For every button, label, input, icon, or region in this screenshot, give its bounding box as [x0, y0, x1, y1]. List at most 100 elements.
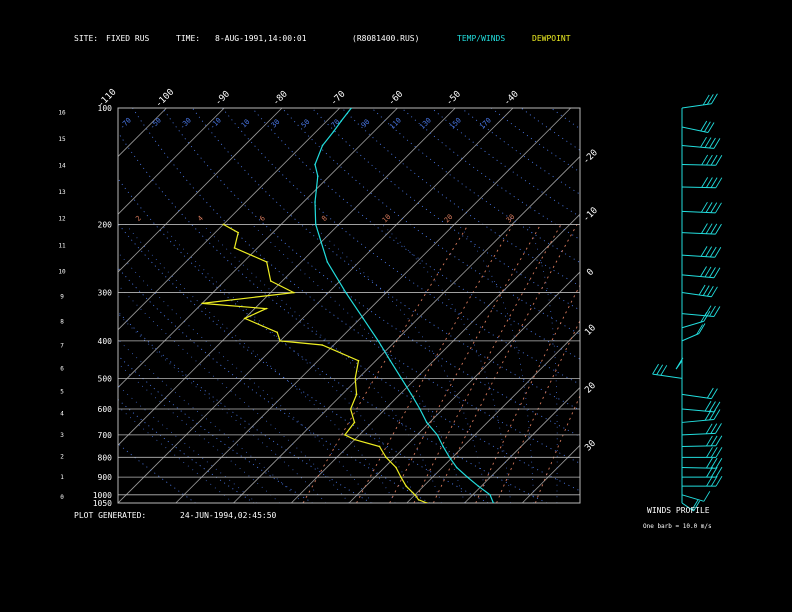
wind-barb: [681, 126, 709, 133]
height-tick-label: 11: [58, 242, 66, 249]
pressure-tick-label: 500: [98, 374, 113, 383]
dry-adiabat-line: [581, 108, 792, 503]
pressure-tick-label: 100: [98, 104, 113, 113]
wind-barb-flag: [704, 400, 712, 412]
dry-adiabat-label: 50: [300, 118, 312, 130]
wind-barb-flag: [660, 365, 668, 376]
dry-adiabat-line: [118, 398, 255, 503]
dry-adiabat-line: [162, 108, 580, 437]
dry-adiabat-label: 130: [418, 116, 433, 131]
dry-adiabat-label: -50: [148, 116, 163, 131]
pressure-tick-label: 1000: [93, 491, 112, 500]
wind-barb-flag: [656, 364, 664, 375]
wind-barb-flag: [713, 306, 721, 317]
wind-barb-flag: [700, 266, 707, 277]
wind-barb-flag: [710, 154, 718, 166]
isotherm-line: [0, 108, 109, 503]
wind-barb-flag: [703, 491, 711, 502]
mixing-ratio-label: 6: [258, 214, 267, 223]
height-tick-label: 15: [58, 136, 66, 143]
dry-adiabat-label: 90: [360, 118, 372, 130]
mixing-ratio-line: [432, 224, 578, 503]
dry-adiabat-line: [118, 223, 489, 503]
dewpoint-point: [265, 307, 268, 310]
wind-barb-flag: [710, 223, 718, 235]
wind-barb-flag: [715, 435, 723, 446]
wind-barb: [681, 254, 715, 258]
wind-barb-flag: [706, 447, 713, 458]
dewpoint-point: [237, 231, 240, 234]
wind-barb: [681, 393, 712, 400]
dewpoint-point: [354, 377, 357, 380]
wind-barb-flag: [700, 246, 708, 257]
dewpoint-point: [357, 359, 360, 362]
dry-adiabat-line: [118, 267, 430, 503]
dry-adiabat-line: [461, 108, 580, 195]
isotherm-line: [464, 386, 580, 503]
temperature-point: [332, 130, 335, 133]
temperature-point: [419, 408, 421, 410]
dewpoint-point: [344, 434, 346, 436]
dewpoint-point: [426, 502, 428, 503]
height-tick-label: 9: [60, 294, 64, 301]
dry-adiabat-line: [118, 443, 196, 503]
dry-adiabat-label: -30: [178, 116, 193, 131]
dry-adiabat-line: [191, 108, 580, 411]
wind-barb: [681, 232, 716, 235]
wind-barb-flag: [710, 457, 718, 469]
wind-barb-flag: [710, 177, 718, 188]
wind-barb-flag: [710, 447, 718, 458]
height-tick-label: 16: [58, 110, 66, 117]
dewpoint-point: [265, 261, 268, 263]
dry-adiabat-line: [520, 108, 580, 151]
height-tick-label: 14: [58, 163, 66, 170]
temperature-point: [477, 485, 480, 487]
height-tick-label: 3: [60, 432, 64, 439]
right-axis-temp-label: 20: [583, 381, 598, 396]
wind-barb-flag: [710, 435, 718, 447]
isotherm-line: [406, 329, 580, 503]
wind-barb-flag: [700, 136, 707, 148]
height-tick-label: 6: [60, 366, 64, 373]
wind-barb-flag: [705, 246, 713, 257]
temp-winds-legend: TEMP/WINDS: [457, 34, 506, 43]
isotherm-line: [579, 502, 580, 503]
dewpoint-point: [349, 408, 352, 410]
pressure-tick-label: 800: [98, 453, 113, 462]
temperature-point: [326, 261, 329, 263]
temperature-point: [377, 340, 380, 342]
wind-barb-flag: [707, 122, 715, 133]
wind-barb-flag: [713, 267, 721, 278]
mixing-ratio-label: 4: [196, 214, 205, 223]
temperature-point: [344, 291, 347, 294]
dewpoint-point: [353, 421, 356, 424]
mixing-ratio-line: [356, 224, 514, 503]
dewpoint-point: [378, 445, 381, 448]
temperature-point: [314, 201, 316, 203]
saturated-adiabat-line: [311, 224, 488, 503]
winds-profile-title: WINDS PROFILE: [647, 506, 710, 515]
top-axis-temp-label: -60: [387, 89, 406, 108]
wind-barb-flag: [702, 94, 710, 106]
right-axis-temp-label: 10: [583, 323, 598, 338]
wind-barb-flag: [698, 323, 706, 334]
mixing-ratio-label: 2: [134, 214, 143, 223]
temperature-point: [442, 445, 444, 448]
pressure-tick-label: 300: [98, 289, 113, 298]
dry-adiabat-line: [401, 108, 580, 241]
wind-barb-flag: [676, 357, 684, 369]
mixing-ratio-line: [496, 319, 580, 503]
right-axis-temp-label: -10: [581, 206, 600, 225]
isotherm-line: [521, 444, 580, 503]
wind-barb-flag: [709, 305, 716, 317]
isotherm-line: [118, 108, 456, 446]
dry-adiabat-line: [371, 108, 580, 264]
wind-barb: [681, 103, 712, 109]
dewpoint-point: [292, 291, 295, 294]
top-axis-temp-label: -70: [329, 89, 348, 108]
dewpoint-point: [201, 302, 203, 305]
dry-adiabat-line: [221, 108, 580, 385]
pressure-tick-label: 200: [98, 220, 113, 229]
site-value: FIXED RUS: [106, 34, 150, 43]
